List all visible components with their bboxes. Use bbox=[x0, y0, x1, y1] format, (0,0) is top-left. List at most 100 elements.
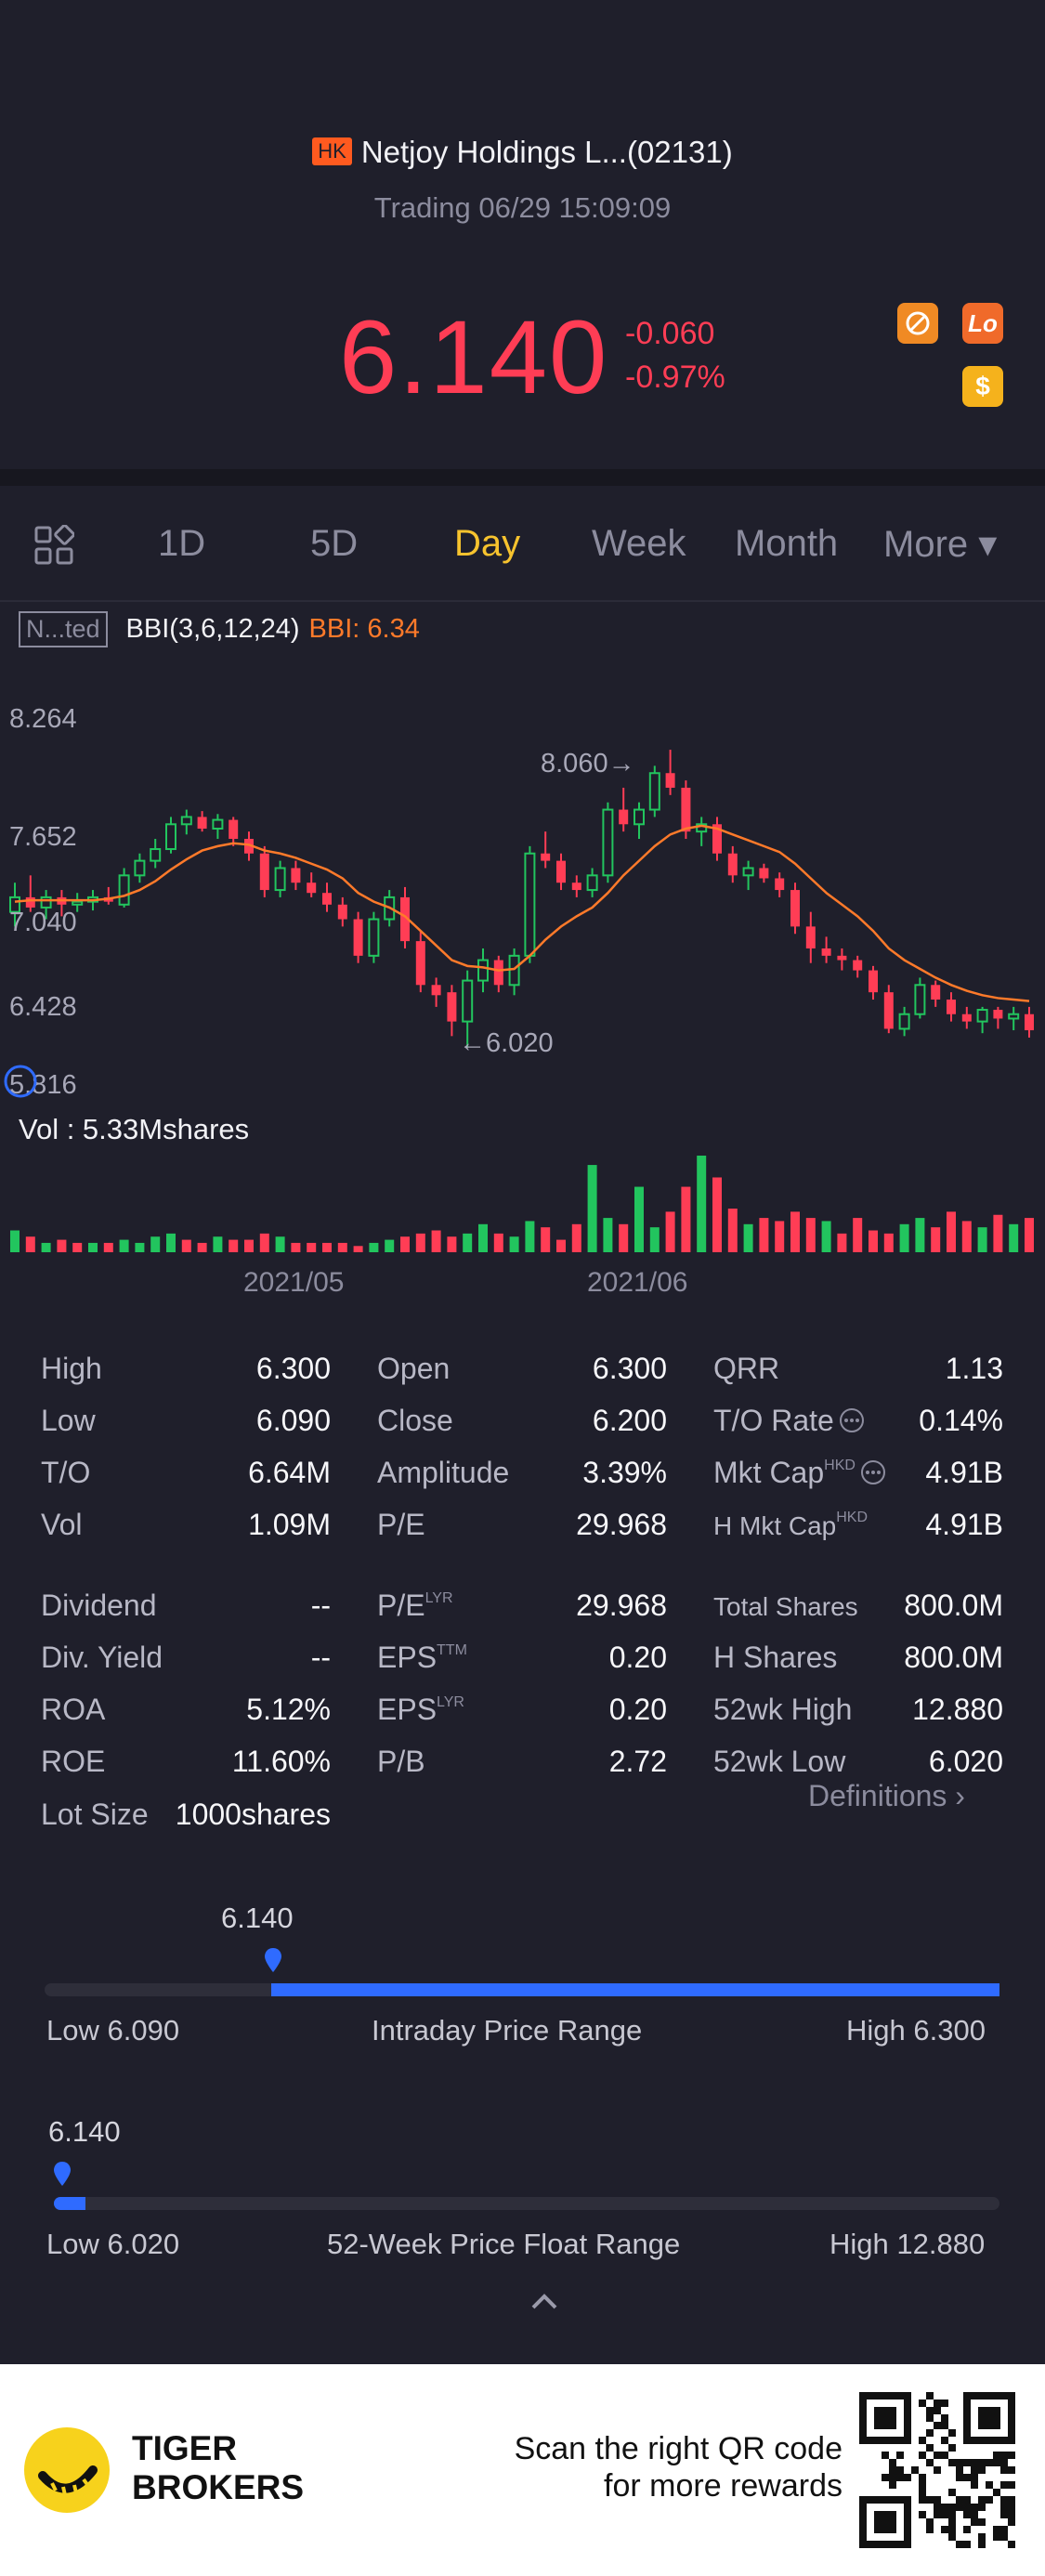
candle-body bbox=[462, 979, 474, 1023]
stat-value: 29.968 bbox=[576, 1508, 667, 1541]
candle-body bbox=[586, 874, 598, 892]
brand-name-line2: BROKERS bbox=[132, 2468, 305, 2506]
stat-value: 29.968 bbox=[576, 1589, 667, 1622]
qr-module bbox=[1000, 2533, 1008, 2541]
candle-body bbox=[993, 1010, 1003, 1019]
tab-5d[interactable]: 5D bbox=[310, 523, 359, 564]
lo-badge-icon[interactable]: Lo bbox=[962, 303, 1003, 344]
candle-body bbox=[898, 1013, 910, 1030]
info-dots-icon[interactable] bbox=[859, 1458, 887, 1486]
qr-module bbox=[956, 2496, 963, 2504]
qr-module bbox=[971, 2474, 978, 2481]
qr-module bbox=[948, 2533, 956, 2541]
volume-bar bbox=[571, 1223, 581, 1252]
collapse-chevron-up-icon[interactable] bbox=[526, 2287, 563, 2315]
tab-month[interactable]: Month bbox=[735, 523, 839, 564]
candle-body bbox=[883, 992, 894, 1029]
qr-module bbox=[1008, 2511, 1015, 2518]
stat-label: P/B bbox=[377, 1745, 425, 1778]
candle-body bbox=[524, 852, 536, 957]
qr-module bbox=[963, 2459, 971, 2466]
volume-bar bbox=[229, 1239, 239, 1252]
tiger-logo-icon bbox=[24, 2427, 110, 2513]
stat-col2-row-5: EPSTTM 0.20 bbox=[377, 1641, 667, 1675]
price-change: -0.060 bbox=[625, 316, 715, 351]
stat-label: EPS bbox=[377, 1641, 438, 1674]
promo-text-line1: Scan the right QR code bbox=[514, 2431, 843, 2466]
candle-body bbox=[337, 904, 347, 920]
crosshair-toggle-icon[interactable] bbox=[2, 1063, 39, 1100]
volume-bar bbox=[665, 1211, 675, 1252]
candle-body bbox=[212, 818, 224, 830]
brand-name-line1: TIGER bbox=[132, 2429, 238, 2467]
qr-module bbox=[963, 2474, 971, 2481]
dollar-icon[interactable]: $ bbox=[962, 366, 1003, 407]
volume-chart[interactable] bbox=[0, 1143, 1045, 1259]
stat-label: T/O bbox=[41, 1456, 91, 1489]
stat-col3-row-0: QRR 1.13 bbox=[713, 1352, 1003, 1386]
stat-value: 3.39% bbox=[582, 1456, 667, 1489]
stat-value: 0.20 bbox=[608, 1693, 667, 1726]
stat-superscript: LYR bbox=[425, 1590, 453, 1606]
week52-high-label: High 12.880 bbox=[829, 2228, 986, 2260]
qr-module bbox=[986, 2459, 993, 2466]
indicator-selector[interactable]: N...ted bbox=[19, 611, 108, 647]
candle-body bbox=[727, 853, 738, 876]
volume-bar bbox=[135, 1242, 145, 1252]
candle-body bbox=[368, 918, 380, 957]
candle-body bbox=[602, 808, 614, 877]
qr-module bbox=[956, 2466, 963, 2474]
chart-layout-icon[interactable] bbox=[33, 525, 74, 566]
tab-day[interactable]: Day bbox=[454, 523, 521, 564]
candle-body bbox=[291, 868, 301, 883]
volume-bar bbox=[166, 1233, 176, 1252]
intraday-marker-icon bbox=[265, 1948, 281, 1972]
volume-bar bbox=[993, 1214, 1003, 1252]
stock-name: Netjoy Holdings L...(02131) bbox=[360, 135, 733, 169]
stat-label: QRR bbox=[713, 1352, 780, 1385]
volume-bar bbox=[931, 1227, 941, 1252]
qr-code[interactable] bbox=[859, 2392, 1015, 2548]
volume-bar bbox=[790, 1211, 800, 1252]
candle-body bbox=[274, 867, 286, 892]
volume-bar bbox=[197, 1242, 207, 1252]
qr-module bbox=[993, 2533, 1000, 2541]
quote-header: HK Netjoy Holdings L...(02131) Trading 06… bbox=[0, 0, 1045, 469]
x-axis-label-jun: 2021/06 bbox=[587, 1267, 688, 1298]
y-axis-label-3: 7.040 bbox=[9, 908, 77, 937]
qr-module bbox=[926, 2526, 934, 2533]
qr-module bbox=[978, 2459, 986, 2466]
week52-range-fill bbox=[54, 2197, 85, 2210]
stat-col2-row-6: EPSLYR 0.20 bbox=[377, 1693, 667, 1727]
volume-bar bbox=[119, 1239, 129, 1252]
volume-bar bbox=[853, 1218, 863, 1252]
no-entry-icon[interactable] bbox=[897, 303, 938, 344]
stat-label: Low bbox=[41, 1404, 96, 1437]
tab-week[interactable]: Week bbox=[592, 523, 686, 564]
week52-current-value: 6.140 bbox=[48, 2115, 121, 2148]
stat-label: T/O Rate bbox=[713, 1404, 834, 1437]
candle-body bbox=[821, 948, 831, 956]
stock-title[interactable]: HK Netjoy Holdings L...(02131) bbox=[0, 135, 1045, 170]
definitions-link[interactable]: Definitions › bbox=[808, 1779, 965, 1812]
stat-label: P/E bbox=[377, 1589, 425, 1622]
stat-value: 4.91B bbox=[925, 1456, 1003, 1489]
qr-module bbox=[919, 2437, 926, 2444]
tab-more[interactable]: More ▾ bbox=[883, 524, 998, 565]
candle-body bbox=[914, 984, 926, 1015]
qr-module bbox=[926, 2414, 934, 2422]
stat-col1-row-7: ROE 11.60% bbox=[41, 1745, 331, 1779]
qr-module bbox=[919, 2399, 926, 2407]
stat-col2-row-1: Close 6.200 bbox=[377, 1404, 667, 1438]
candle-body bbox=[477, 959, 489, 982]
candle-body bbox=[619, 809, 629, 825]
volume-bar bbox=[743, 1223, 753, 1252]
qr-module bbox=[882, 2474, 889, 2481]
qr-module bbox=[926, 2407, 934, 2414]
qr-module bbox=[948, 2518, 956, 2526]
info-dots-icon[interactable] bbox=[838, 1406, 866, 1434]
price-chart[interactable] bbox=[0, 687, 1045, 1096]
stat-col3-row-3: H Mkt CapHKD 4.91B bbox=[713, 1508, 1003, 1542]
stat-label: Dividend bbox=[41, 1589, 157, 1622]
tab-1d[interactable]: 1D bbox=[158, 523, 206, 564]
